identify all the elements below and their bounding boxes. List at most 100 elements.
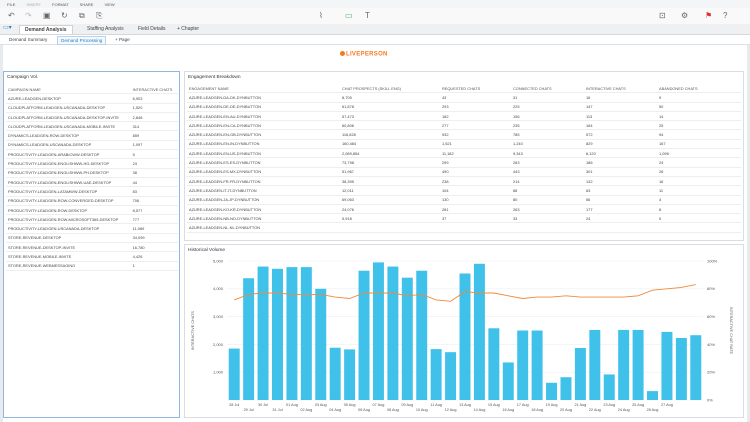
menu-share[interactable]: SHARE <box>79 1 94 7</box>
campaign-row[interactable]: CLOUDPLATFORM-LEADGEN-USCANADA-DESKTOP 1,… <box>6 103 178 113</box>
save-icon[interactable]: ▣ <box>43 11 51 20</box>
column-header[interactable]: INTERACTIVE CHATS <box>584 84 657 94</box>
logo-text: LIVEPERSON <box>346 51 388 58</box>
x-tick-label: 06 Aug <box>358 408 370 412</box>
engagement-row[interactable]: AZURE-LEADGEN-FR-FR-DYNBUTTON 38,395 238 21… <box>187 176 741 187</box>
table-cell: PRODUCTIVITY-LEADGEN-ROW-DESKTOP <box>6 205 131 216</box>
column-header[interactable]: CHAT PROSPECTS (SKILL ENG) <box>340 84 440 94</box>
bar <box>286 267 298 400</box>
bar <box>401 277 413 400</box>
campaign-row[interactable]: PRODUCTIVITY-LEADGEN-ENGLISHWW-UAE-DESKT… <box>6 177 178 188</box>
engagement-row[interactable]: AZURE-LEADGEN-EN-AU-DYNBUTTON 57,473 182 15… <box>187 111 741 122</box>
campaign-volume-panel[interactable]: Campaign Vol. CAMPAIGN NAME INTERACTIVE C… <box>3 71 180 418</box>
menu-insert[interactable]: INSERT <box>26 1 42 7</box>
campaign-row[interactable]: PRODUCTIVITY-LEADGEN-ENGLISHWW-HG-DESKTO… <box>6 158 178 169</box>
table-cell: 113 <box>584 111 657 122</box>
menu-file[interactable]: FILE <box>7 1 16 7</box>
campaign-row[interactable]: DYNAMICS-LEADGEN-ROW-DESKTOP 859 <box>6 130 178 141</box>
add-chart-icon[interactable]: ⌇ <box>319 11 323 20</box>
engagement-row[interactable]: AZURE-LEADGEN-KO-KR-DYNBUTTON 24,076 281 26… <box>187 204 741 215</box>
campaign-row[interactable]: STORE-REVENUE-DESKTOP 34,099 <box>6 233 178 244</box>
menu-format[interactable]: FORMAT <box>52 1 69 7</box>
paste-icon[interactable]: ⎘ <box>96 11 103 20</box>
table-cell: 1,520 <box>130 103 178 113</box>
x-tick-label: 22 Aug <box>589 408 601 412</box>
campaign-row[interactable]: PRODUCTIVITY-LEADGEN-ROW-DESKTOP 8,577 <box>6 205 178 216</box>
table-cell: CLOUDPLATFORM-LEADGEN-USCANADA-MOBILE-IN… <box>6 121 131 132</box>
engagement-row[interactable]: AZURE-LEADGEN-IT-IT-DYNBUTTON 12,011 104 88… <box>187 185 741 196</box>
campaign-row[interactable]: DYNAMICS-LEADGEN-USCANADA-DESKTOP 1,097 <box>6 140 178 151</box>
engagement-row[interactable]: AZURE-LEADGEN-DE-DE-DYNBUTTON 61,878 293 22… <box>187 102 741 112</box>
tab-add-chapter[interactable]: + Chapter <box>177 26 200 32</box>
campaign-row[interactable]: CLOUDPLATFORM-LEADGEN-USCANADA-MOBILE-IN… <box>6 121 178 132</box>
campaign-row[interactable]: PRODUCTIVITY-LEADGEN-ROW-CONVERGED-DESKT… <box>6 196 178 206</box>
page-tab-add-page[interactable]: + Page <box>115 37 130 42</box>
table-cell: 6,120 <box>584 148 657 159</box>
table-cell: AZURE-LEADGEN-NB-NO-DYNBUTTON <box>187 213 340 224</box>
bar <box>517 330 529 400</box>
campaign-row[interactable]: CLOUDPLATFORM-LEADGEN-USCANADA-DESKTOP-I… <box>6 112 178 123</box>
column-header[interactable]: ENGAGEMENT NAME <box>187 84 340 94</box>
engagement-breakdown-panel[interactable]: Engagement Breakdown ENGAGEMENT NAME CHAT… <box>184 71 744 241</box>
chart-title: Historical Volume <box>188 248 226 253</box>
table-cell: 299 <box>440 157 511 168</box>
column-header[interactable]: INTERACTIVE CHATS <box>130 85 178 95</box>
menu-view[interactable]: VIEW <box>104 1 115 7</box>
table-cell: 8 <box>657 204 741 215</box>
campaign-row[interactable]: STORE-REVENUE-DESKTOP-INVITE 16,780 <box>6 242 178 253</box>
page-tab-demand-processing[interactable]: Demand Processing <box>57 36 107 45</box>
table-cell: 24 <box>130 158 178 169</box>
engagement-row[interactable]: AZURE-LEADGEN-EN-CA-DYNBUTTON 60,806 277 23… <box>187 120 741 131</box>
campaign-row[interactable]: PRODUCTIVITY-LEADGEN-ROW-MICROSOFT365-DE… <box>6 214 178 225</box>
undo-icon[interactable]: ↶ <box>8 11 15 20</box>
theme-icon[interactable]: ⊡ <box>659 11 666 20</box>
column-header[interactable]: REQUESTED CHATS <box>440 84 511 94</box>
bar <box>344 349 356 400</box>
table-cell: 6,903 <box>130 93 178 104</box>
engagement-row[interactable]: AZURE-LEADGEN-DA-DK-DYNBUTTON 8,705 43 31 16… <box>187 92 741 103</box>
table-cell: PRODUCTIVITY-LEADGEN-ROW-CONVERGED-DESKT… <box>6 196 131 206</box>
notification-icon[interactable]: ⚑ <box>705 11 713 20</box>
table-cell: PRODUCTIVITY-LEADGEN-USCANADA-DESKTOP <box>6 223 131 234</box>
campaign-row[interactable]: PRODUCTIVITY-LEADGEN-ARABICWW-DESKTOP 5 <box>6 149 178 160</box>
table-cell: AZURE-LEADGEN-ES-ES-DYNBUTTON <box>187 157 340 168</box>
table-cell: AZURE-LEADGEN-EN-GB-DYNBUTTON <box>187 129 340 140</box>
engagement-row[interactable]: AZURE-LEADGEN-ES-ES-DYNBUTTON 73,798 299 26… <box>187 157 741 168</box>
campaign-row[interactable]: STORE-REVENUE-MOBILE-INVITE 4,426 <box>6 251 178 262</box>
table-cell: AZURE-LEADGEN-DESKTOP <box>6 93 131 104</box>
campaign-row[interactable]: PRODUCTIVITY-LEADGEN-ENGLISHWW-PH-DESKTO… <box>6 168 178 178</box>
column-header[interactable]: CAMPAIGN NAME <box>6 85 131 95</box>
engagement-row[interactable]: AZURE-LEADGEN-JA-JP-DYNBUTTON 69,063 130 80… <box>187 195 741 205</box>
bar <box>300 267 312 400</box>
engagement-row[interactable]: AZURE-LEADGEN-NL-NL-DYNBUTTON <box>187 222 741 233</box>
redo-icon[interactable]: ↷ <box>25 11 32 20</box>
table-cell: 314 <box>130 121 178 132</box>
engagement-row[interactable]: AZURE-LEADGEN-EN-IN-DYNBUTTON 160,484 1,52… <box>187 139 741 150</box>
historical-volume-panel[interactable]: Historical Volume 1,000 2,000 3,000 4,000 5,… <box>184 244 744 418</box>
refresh-icon[interactable]: ↻ <box>61 11 68 20</box>
x-tick-label: 17 Aug <box>517 403 529 407</box>
tab-field-details[interactable]: Field Details <box>138 26 166 32</box>
tab-staffing-analysis[interactable]: Staffing Analysis <box>87 26 124 32</box>
layout-dropdown-icon[interactable]: ▭▾ <box>3 25 12 31</box>
campaign-row[interactable]: PRODUCTIVITY-LEADGEN-USCANADA-DESKTOP 11,… <box>6 223 178 234</box>
campaign-row[interactable]: STORE-REVENUE-WEBMESSAGING 1 <box>6 261 178 271</box>
chapter-tabs: ▭▾ Demand Analysis Staffing Analysis Fie… <box>0 24 750 35</box>
engagement-row[interactable]: AZURE-LEADGEN-EN-US-DYNBUTTON 2,089,854 11… <box>187 148 741 159</box>
help-icon[interactable]: ? <box>723 11 728 20</box>
text-tool-icon[interactable]: T <box>365 11 370 20</box>
copy-icon[interactable]: ⧉ <box>79 11 85 20</box>
engagement-row[interactable]: AZURE-LEADGEN-ES-MX-DYNBUTTON 51,967 490 44… <box>187 167 741 177</box>
settings-icon[interactable]: ⚙ <box>681 11 689 20</box>
campaign-row[interactable]: AZURE-LEADGEN-DESKTOP 6,903 <box>6 93 178 104</box>
column-header[interactable]: ABANDONED CHATS <box>657 84 741 94</box>
page-tab-demand-summary[interactable]: Demand Summary <box>9 37 48 42</box>
engagement-row[interactable]: AZURE-LEADGEN-EN-GB-DYNBUTTON 116,828 932 7… <box>187 129 741 140</box>
campaign-row[interactable]: PRODUCTIVITY-LEADGEN-LATAMWW-DESKTOP 83 <box>6 186 178 197</box>
tab-demand-analysis[interactable]: Demand Analysis <box>19 25 73 34</box>
add-control-icon[interactable]: ▭ <box>345 11 353 20</box>
table-cell: 24,076 <box>340 204 440 215</box>
engagement-row[interactable]: AZURE-LEADGEN-NB-NO-DYNBUTTON 5,918 37 33 24… <box>187 213 741 224</box>
column-header[interactable]: CONNECTED CHATS <box>511 84 584 94</box>
bar <box>416 270 428 400</box>
